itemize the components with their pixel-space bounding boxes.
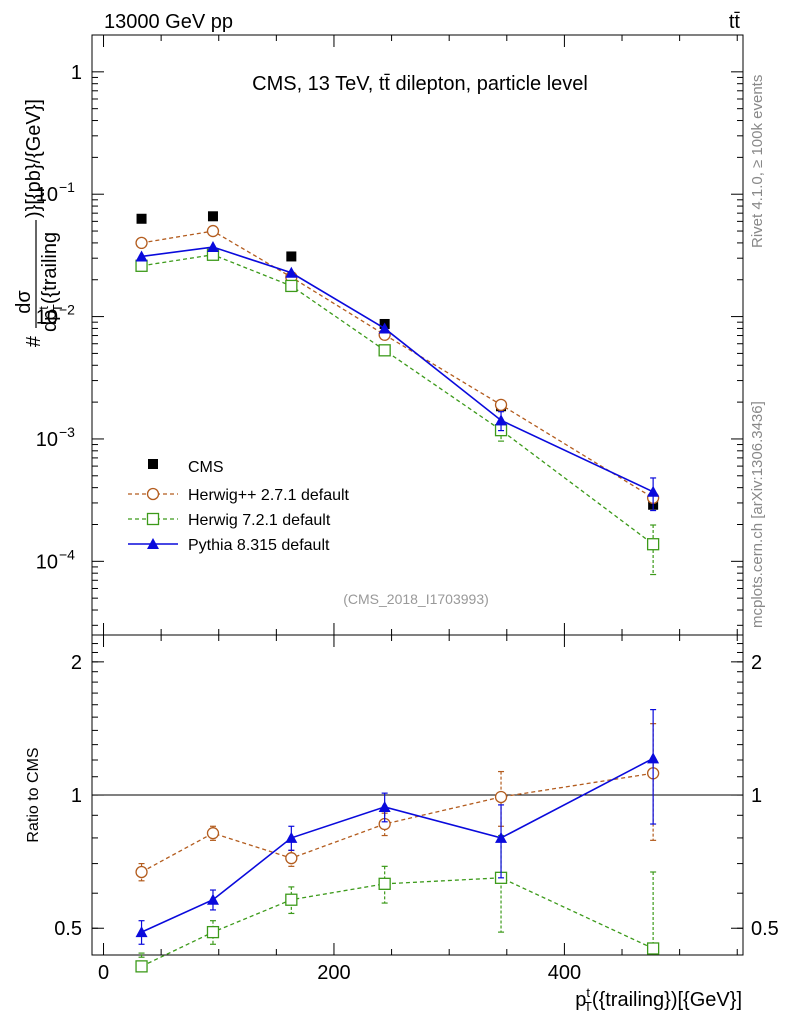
main-point-cms xyxy=(136,213,147,224)
main-point-pythia xyxy=(206,241,219,253)
main-y-tick-label: 1 xyxy=(71,62,82,84)
main-point-herwigpp xyxy=(494,398,508,411)
main-title: CMS, 13 TeV, tt̄ dilepton, particle leve… xyxy=(252,73,588,95)
rivet-version-label: Rivet 4.1.0, ≥ 100k events xyxy=(749,75,766,248)
main-y-tick-label: 10 xyxy=(36,551,58,573)
main-y-tick-label: 10 xyxy=(36,307,58,329)
ratio-x-tick-label: 200 xyxy=(317,962,350,984)
main-y-tick-label: 10 xyxy=(36,184,58,206)
ratio-point-herwigpp xyxy=(206,827,220,840)
legend-marker-herwig7 xyxy=(146,512,160,526)
legend-marker-pythia xyxy=(147,538,159,549)
ratio-y-tick-label-right: 2 xyxy=(751,652,762,674)
header-energy-label: 13000 GeV pp xyxy=(104,11,233,33)
main-point-pythia xyxy=(135,250,148,262)
main-point-pythia xyxy=(378,322,391,334)
main-y-axis-label: # dσ dptT({trailing )}[{pb}/{GeV}] xyxy=(13,99,65,347)
ratio-x-tick-label: 400 xyxy=(548,962,581,984)
main-y-tick-exponent: −4 xyxy=(59,546,75,562)
ratio-y-tick-label-right: 1 xyxy=(751,785,762,807)
legend-label-pythia: Pythia 8.315 default xyxy=(188,537,330,554)
ratio-line-herwigpp xyxy=(141,772,654,873)
legend-label-herwig7: Herwig 7.2.1 default xyxy=(188,512,331,529)
ratio-y-tick-label-left: 0.5 xyxy=(54,918,82,940)
main-y-tick-exponent: −1 xyxy=(59,179,75,195)
main-series-group xyxy=(135,211,660,576)
main-line-herwigpp xyxy=(141,230,654,499)
main-point-herwig7 xyxy=(378,344,391,357)
ratio-point-herwig7 xyxy=(135,960,148,973)
ratio-y-tick-label-left: 1 xyxy=(71,785,82,807)
ratio-point-pythia xyxy=(206,893,219,905)
ratio-axis-ticks: 0.5 0.5 1 1 2 2 0 200 400 xyxy=(54,635,779,984)
main-y-tick-exponent: −2 xyxy=(59,302,75,318)
main-point-cms xyxy=(286,251,297,262)
header-process-label: tt̄ xyxy=(729,11,741,33)
main-point-herwig7 xyxy=(646,538,660,551)
ylabel-suffix: )}[{pb}/{GeV}] xyxy=(23,99,45,218)
ratio-y-axis-label: Ratio to CMS xyxy=(25,747,42,842)
ylabel-prefix: # xyxy=(23,335,45,347)
main-point-herwigpp xyxy=(135,236,148,250)
ratio-y-tick-label-left: 2 xyxy=(71,652,82,674)
ratio-point-pythia xyxy=(647,752,660,764)
ylabel-fraction-numerator: dσ xyxy=(13,290,35,314)
main-line-herwig7 xyxy=(141,254,654,545)
ratio-point-herwigpp xyxy=(135,865,148,879)
ratio-point-herwig7 xyxy=(285,893,298,906)
main-y-tick-exponent: −3 xyxy=(59,424,75,440)
legend-label-herwigpp: Herwig++ 2.7.1 default xyxy=(188,487,350,504)
mcplots-reference-label: mcplots.cern.ch [arXiv:1306.3436] xyxy=(749,401,766,628)
main-point-herwig7 xyxy=(285,279,298,293)
ratio-line-pythia xyxy=(141,757,654,933)
ratio-point-pythia xyxy=(495,831,508,843)
main-point-pythia xyxy=(647,485,660,497)
ratio-line-herwig7 xyxy=(141,877,654,967)
main-point-herwig7 xyxy=(135,259,148,272)
ratio-point-herwigpp xyxy=(285,852,298,865)
ratio-point-herwig7 xyxy=(206,925,220,939)
legend: CMS Herwig++ 2.7.1 default Herwig 7.2.1 … xyxy=(128,459,350,554)
main-line-pythia xyxy=(141,246,654,493)
main-point-pythia xyxy=(495,414,508,426)
main-point-cms xyxy=(207,211,218,222)
main-y-tick-label: 10 xyxy=(36,429,58,451)
ratio-point-herwig7 xyxy=(378,877,391,890)
ratio-point-pythia xyxy=(135,926,148,938)
ratio-point-pythia xyxy=(285,831,298,843)
legend-label-cms: CMS xyxy=(188,459,224,476)
ratio-point-herwigpp xyxy=(494,790,508,804)
ylabel-fraction-denominator: dptT({trailing xyxy=(36,232,65,332)
ratio-y-tick-label-right: 0.5 xyxy=(751,918,779,940)
ratio-point-herwig7 xyxy=(646,942,660,955)
main-point-pythia xyxy=(285,266,298,278)
legend-marker-herwigpp xyxy=(146,487,160,501)
main-axis-ticks: 110−110−210−310−4 xyxy=(36,34,743,635)
analysis-watermark: (CMS_2018_I1703993) xyxy=(343,591,489,607)
x-axis-label: pt T({trailing})[{GeV}] xyxy=(575,985,742,1014)
legend-marker-cms xyxy=(148,459,158,469)
ratio-series-group xyxy=(135,708,660,973)
main-point-herwigpp xyxy=(206,224,220,238)
ratio-point-pythia xyxy=(378,800,391,812)
ratio-x-tick-label: 0 xyxy=(98,962,109,984)
